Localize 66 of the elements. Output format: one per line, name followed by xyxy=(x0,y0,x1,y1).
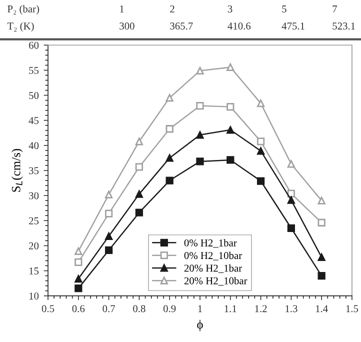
legend-label: 20% H2_1bar xyxy=(184,264,242,273)
point xyxy=(74,284,82,292)
y-tick-label: 25 xyxy=(29,217,39,224)
point xyxy=(287,190,295,198)
y-tick-label: 10 xyxy=(29,292,39,300)
x-tick-label: 1 xyxy=(198,305,202,312)
x-tick-label: 0.6 xyxy=(72,305,85,312)
point xyxy=(318,196,326,204)
point xyxy=(166,176,174,184)
point xyxy=(256,138,265,146)
point xyxy=(256,147,265,155)
point xyxy=(74,258,82,266)
point xyxy=(196,102,204,110)
x-tick-label: 1.3 xyxy=(286,305,298,312)
point xyxy=(135,163,144,171)
point xyxy=(135,208,144,216)
x-tick-label: 0.9 xyxy=(163,305,176,312)
y-tick-label: 20 xyxy=(29,242,39,250)
y-tick-label: 60 xyxy=(29,42,39,49)
point xyxy=(196,66,204,75)
point xyxy=(166,125,174,133)
x-tick-label: 1.2 xyxy=(255,305,267,312)
text: P₂ (bar) 1 2 3 5 7 xyxy=(8,5,338,15)
y-tick-label: 40 xyxy=(28,142,39,150)
point xyxy=(256,99,265,108)
x-axis-title: ϕ xyxy=(197,320,203,332)
point xyxy=(287,224,295,232)
point xyxy=(135,190,144,198)
point xyxy=(196,158,204,166)
point xyxy=(135,138,144,146)
point xyxy=(104,190,113,198)
y-tick-label: 30 xyxy=(29,192,39,200)
text: T₂ (K) 300 365.7 410.6 475.1 523.1 xyxy=(7,22,355,32)
legend-label: 0% H2_1bar xyxy=(184,239,237,248)
point xyxy=(226,102,234,111)
point xyxy=(104,246,113,254)
y-tick-label: 50 xyxy=(29,92,39,99)
point xyxy=(318,272,326,280)
point xyxy=(318,218,326,226)
point xyxy=(166,94,174,102)
y-tick-label: 15 xyxy=(29,268,39,274)
point xyxy=(104,210,113,218)
y-axis-title: S$_{L}$(cm/s) xyxy=(12,148,23,192)
y-tick-label: 35 xyxy=(29,167,39,174)
point xyxy=(166,154,174,162)
y-tick-label: 55 xyxy=(29,67,39,74)
x-tick-label: 1.5 xyxy=(346,305,358,312)
legend-label: 0% H2_10bar xyxy=(184,252,242,260)
x-tick-label: 0.7 xyxy=(102,305,116,312)
point xyxy=(74,247,82,256)
point xyxy=(196,131,204,139)
x-tick-label: 1.4 xyxy=(316,305,328,312)
y-tick-label: 45 xyxy=(28,117,39,124)
point xyxy=(256,177,265,185)
point xyxy=(226,63,234,72)
point xyxy=(104,232,113,240)
point xyxy=(287,196,295,204)
x-tick-label: 0.5 xyxy=(42,305,54,312)
point xyxy=(318,253,326,262)
point xyxy=(226,126,234,134)
x-tick-label: 1.1 xyxy=(224,305,236,312)
point xyxy=(74,274,82,283)
point xyxy=(226,156,234,164)
x-tick-label: 0.8 xyxy=(133,305,146,312)
point xyxy=(287,160,295,168)
legend-label: 20% H2_10bar xyxy=(184,277,248,286)
